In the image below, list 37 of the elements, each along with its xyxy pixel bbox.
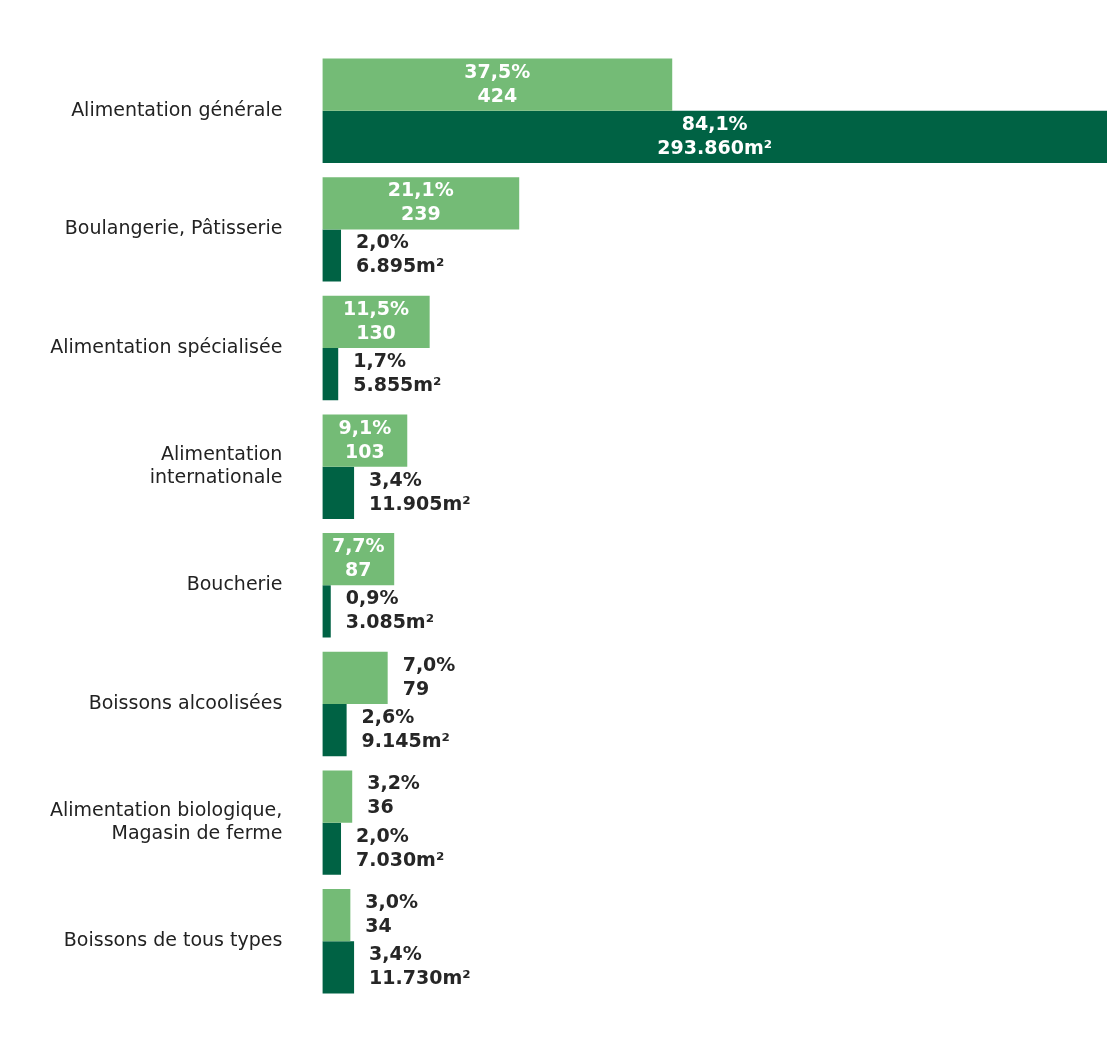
bar [322, 177, 520, 230]
data-label: 3,4% 11.730m² [369, 942, 471, 989]
y-tick-label: Alimentation internationale [149, 442, 283, 488]
data-label: 84,1% 293.860m² [657, 111, 773, 158]
data-label: 1,7% 5.855m² [353, 349, 442, 396]
bar [322, 889, 351, 942]
bar [322, 348, 339, 401]
data-label: 7,7% 87 [331, 534, 385, 581]
bar [322, 58, 673, 111]
bar [322, 822, 342, 875]
data-label: 2,0% 7.030m² [356, 823, 445, 870]
bar [322, 941, 355, 994]
y-tick-label: Alimentation générale [71, 97, 283, 120]
bar [322, 585, 331, 638]
bar [322, 466, 355, 519]
data-label: 2,0% 6.895m² [356, 230, 445, 277]
data-label: 3,4% 11.905m² [369, 467, 471, 514]
bar [322, 110, 1107, 163]
y-tick-label: Boulangerie, Pâtisserie [64, 216, 283, 239]
y-tick-label: Boissons de tous types [63, 928, 283, 951]
data-label: 0,9% 3.085m² [345, 586, 434, 633]
data-label: 2,6% 9.145m² [361, 705, 450, 752]
data-label: 7,0% 79 [402, 652, 456, 699]
bar [322, 229, 342, 282]
data-label: 9,1% 103 [338, 415, 392, 462]
bar [322, 770, 353, 823]
data-label: 3,2% 36 [367, 771, 420, 818]
y-tick-label: Boissons alcoolisées [88, 690, 283, 713]
bar [322, 703, 347, 757]
bar [322, 651, 388, 704]
y-tick-label: Alimentation spécialisée [50, 334, 283, 357]
data-label: 21,1% 239 [387, 178, 454, 225]
data-label: 37,5% 424 [464, 59, 531, 106]
data-label: 3,0% 34 [365, 890, 419, 937]
data-label: 11,5% 130 [343, 296, 409, 343]
y-tick-label: Alimentation biologique, Magasin de ferme [49, 798, 283, 843]
y-tick-label: Boucherie [186, 572, 283, 595]
